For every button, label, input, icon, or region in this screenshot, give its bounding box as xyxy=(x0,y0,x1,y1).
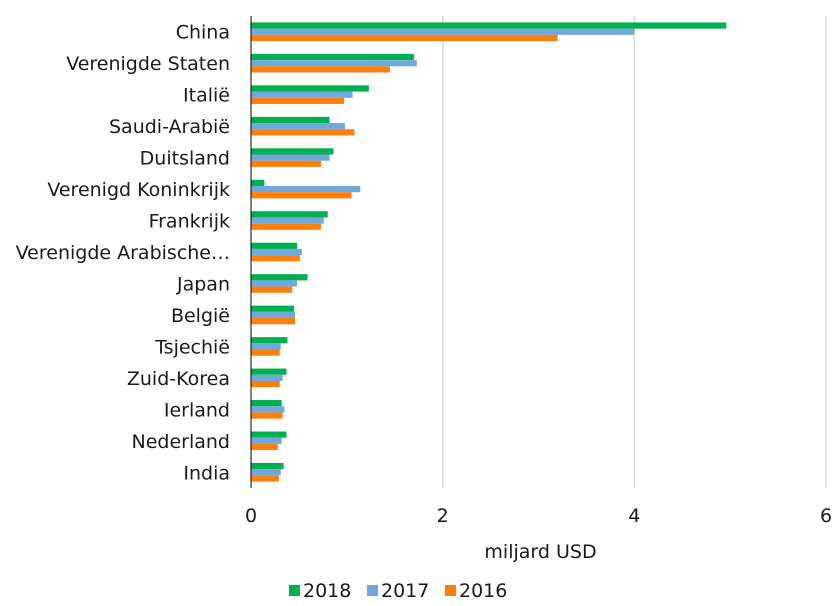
legend-swatch-2018 xyxy=(289,585,300,596)
bar-2017-8 xyxy=(251,280,297,287)
bar-2018-8 xyxy=(251,274,308,281)
bar-2017-14 xyxy=(251,469,281,476)
legend-label-2018: 2018 xyxy=(303,580,351,602)
bar-2018-11 xyxy=(251,368,287,375)
category-label: Frankrijk xyxy=(149,211,230,233)
legend-swatch-2016 xyxy=(445,585,456,596)
bar-2018-5 xyxy=(251,179,265,186)
bar-2016-12 xyxy=(251,412,283,419)
category-label: België xyxy=(171,305,230,327)
category-label: Verenigde Staten xyxy=(66,53,230,75)
x-tick-label: 6 xyxy=(820,505,832,527)
bar-2017-3 xyxy=(251,123,345,130)
legend-label-2016: 2016 xyxy=(459,580,507,602)
bar-2018-2 xyxy=(251,85,369,92)
bar-2018-12 xyxy=(251,400,282,407)
bar-2016-2 xyxy=(251,97,344,104)
bar-2017-5 xyxy=(251,185,361,193)
bar-2018-7 xyxy=(251,242,297,249)
bar-2016-11 xyxy=(251,380,280,388)
bar-2016-7 xyxy=(251,255,300,262)
category-label: Verenigd Koninkrijk xyxy=(47,179,230,201)
bar-2018-13 xyxy=(251,431,287,438)
category-label: Saudi-Arabië xyxy=(109,116,230,138)
bar-2018-10 xyxy=(251,337,288,344)
bars xyxy=(251,22,727,482)
category-label: Nederland xyxy=(132,431,231,453)
bar-2018-1 xyxy=(251,53,414,61)
bar-2017-11 xyxy=(251,374,283,381)
bar-2017-12 xyxy=(251,406,285,413)
legend: 2018 2017 2016 xyxy=(289,580,507,602)
bar-2016-13 xyxy=(251,443,278,451)
bar-2016-3 xyxy=(251,129,355,136)
bar-2017-9 xyxy=(251,311,296,319)
category-label: Italië xyxy=(183,85,230,107)
x-tick-label: 2 xyxy=(437,505,449,527)
bar-2017-6 xyxy=(251,217,324,224)
bar-2017-7 xyxy=(251,248,302,256)
bar-2017-10 xyxy=(251,343,281,350)
bar-2016-14 xyxy=(251,475,279,482)
bar-2018-9 xyxy=(251,305,295,312)
bar-2017-4 xyxy=(251,154,330,161)
x-axis-title: miljard USD xyxy=(484,541,596,563)
bar-2016-9 xyxy=(251,318,296,325)
category-label: Tsjechië xyxy=(154,336,230,358)
bar-2016-5 xyxy=(251,192,352,199)
bar-2016-6 xyxy=(251,223,321,230)
bar-2016-4 xyxy=(251,160,321,167)
bar-2016-8 xyxy=(251,286,293,293)
category-label: Japan xyxy=(176,273,230,295)
category-label: Verenigde Arabische… xyxy=(16,242,230,264)
category-label: India xyxy=(183,462,230,484)
bar-2018-4 xyxy=(251,148,334,155)
bar-2018-6 xyxy=(251,211,328,218)
legend-swatch-2017 xyxy=(367,585,378,596)
legend-label-2017: 2017 xyxy=(381,580,429,602)
x-tick-label: 0 xyxy=(245,505,257,527)
x-tick-labels: 0 2 4 6 xyxy=(245,505,832,527)
bar-2016-1 xyxy=(251,66,390,73)
bar-2018-0 xyxy=(251,22,727,29)
category-label: Zuid-Korea xyxy=(127,368,230,390)
bar-2017-2 xyxy=(251,91,353,98)
bar-2018-14 xyxy=(251,462,284,470)
bar-2016-0 xyxy=(251,34,558,42)
bar-2018-3 xyxy=(251,116,330,124)
category-label: China xyxy=(176,22,230,44)
category-label: Ierland xyxy=(164,399,230,421)
bar-2017-13 xyxy=(251,437,282,444)
category-label: Duitsland xyxy=(140,148,230,170)
bar-2017-1 xyxy=(251,60,417,67)
bar-2016-10 xyxy=(251,349,280,356)
bar-2017-0 xyxy=(251,28,635,35)
category-labels: China Verenigde Staten Italië Saudi-Arabië D… xyxy=(16,22,230,485)
gridlines xyxy=(441,16,827,488)
x-tick-label: 4 xyxy=(628,505,640,527)
